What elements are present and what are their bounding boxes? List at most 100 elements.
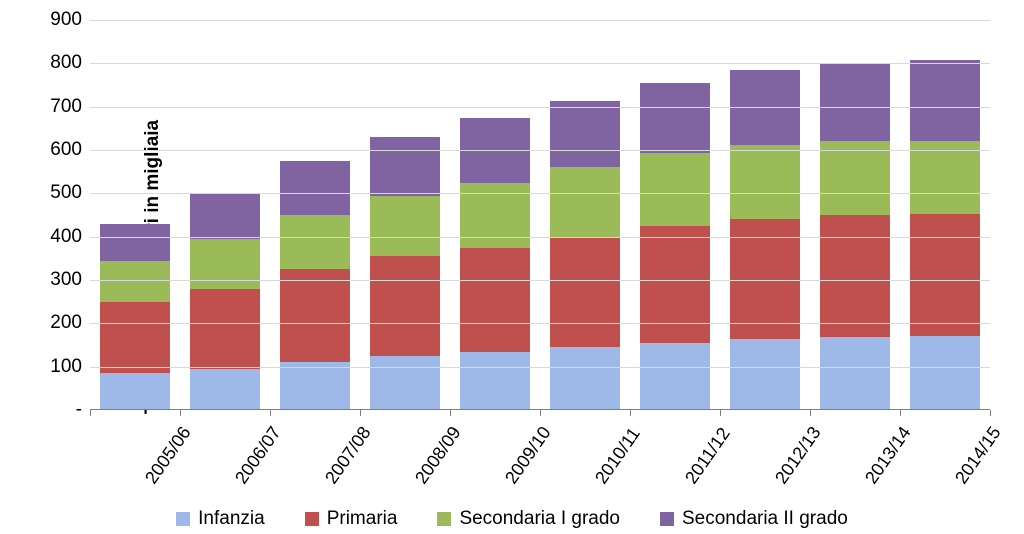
legend-label: Secondaria II grado xyxy=(682,508,848,530)
gridline xyxy=(90,193,990,194)
bar-segment-secondaria-i-grado xyxy=(370,196,440,257)
bar-column xyxy=(190,193,260,410)
bar-segment-primaria xyxy=(460,248,530,352)
plot-area: -100200300400500600700800900 xyxy=(90,20,990,410)
bar-segment-primaria xyxy=(100,302,170,374)
bar-segment-secondaria-ii-grado xyxy=(910,60,980,141)
bar-segment-secondaria-i-grado xyxy=(280,215,350,269)
gridline xyxy=(90,367,990,368)
x-tick-label: 2007/08 xyxy=(321,423,376,488)
x-tick-label: 2011/12 xyxy=(681,424,735,488)
x-tick xyxy=(90,410,91,416)
bar-segment-secondaria-i-grado xyxy=(190,239,260,289)
x-tick-label: 2008/09 xyxy=(411,423,466,488)
gridline xyxy=(90,20,990,21)
bar-segment-infanzia xyxy=(370,356,440,410)
bar-segment-secondaria-i-grado xyxy=(730,145,800,220)
bar-segment-secondaria-ii-grado xyxy=(370,137,440,196)
x-tick-label: 2010/11 xyxy=(591,424,645,488)
bar-column xyxy=(550,101,620,410)
x-tick-label: 2005/06 xyxy=(141,423,196,488)
bar-segment-primaria xyxy=(550,237,620,348)
bar-segment-infanzia xyxy=(190,369,260,410)
bar-segment-secondaria-i-grado xyxy=(640,153,710,226)
bar-segment-secondaria-ii-grado xyxy=(550,101,620,167)
y-tick-label: 800 xyxy=(50,52,90,74)
bar-segment-primaria xyxy=(910,214,980,337)
bar-segment-secondaria-ii-grado xyxy=(640,83,710,153)
y-tick-label: 100 xyxy=(50,356,90,378)
y-tick-label: 900 xyxy=(50,9,90,31)
bar-segment-infanzia xyxy=(910,336,980,410)
y-tick-label: 400 xyxy=(50,226,90,248)
bar-segment-secondaria-ii-grado xyxy=(190,193,260,239)
x-tick-label: 2012/13 xyxy=(771,423,826,488)
chart-container: Totale alunni stranieri in migliaia -100… xyxy=(0,0,1024,534)
bar-segment-secondaria-i-grado xyxy=(460,183,530,248)
legend-swatch xyxy=(660,512,674,526)
bar-segment-primaria xyxy=(280,269,350,362)
bar-segment-infanzia xyxy=(460,352,530,411)
legend-label: Primaria xyxy=(327,508,398,530)
legend-item: Infanzia xyxy=(176,508,265,530)
bar-segment-infanzia xyxy=(100,373,170,410)
bar-segment-primaria xyxy=(820,215,890,337)
gridline xyxy=(90,150,990,151)
bars-group xyxy=(90,20,990,410)
bar-segment-secondaria-ii-grado xyxy=(280,161,350,215)
gridline xyxy=(90,107,990,108)
x-tick xyxy=(450,410,451,416)
x-tick-label: 2013/14 xyxy=(861,423,916,488)
x-tick xyxy=(360,410,361,416)
x-tick xyxy=(900,410,901,416)
y-tick-label: 200 xyxy=(50,312,90,334)
bar-segment-infanzia xyxy=(640,343,710,410)
x-tick xyxy=(270,410,271,416)
legend: Infanzia Primaria Secondaria I grado Second… xyxy=(0,508,1024,530)
bar-column xyxy=(280,161,350,410)
bar-segment-secondaria-i-grado xyxy=(100,261,170,302)
bar-segment-primaria xyxy=(640,226,710,343)
bar-column xyxy=(370,137,440,410)
legend-label: Infanzia xyxy=(198,508,265,530)
x-tick xyxy=(810,410,811,416)
x-tick-label: 2009/10 xyxy=(501,423,556,488)
bar-segment-infanzia xyxy=(730,339,800,410)
bar-column xyxy=(910,60,980,410)
bar-segment-primaria xyxy=(190,289,260,369)
legend-label: Secondaria I grado xyxy=(459,508,620,530)
legend-item: Primaria xyxy=(305,508,398,530)
y-tick-label: 500 xyxy=(50,182,90,204)
bar-segment-secondaria-i-grado xyxy=(550,167,620,236)
y-tick-label: 700 xyxy=(50,96,90,118)
legend-swatch xyxy=(176,512,190,526)
y-tick-label: 600 xyxy=(50,139,90,161)
x-tick xyxy=(990,410,991,416)
bar-segment-infanzia xyxy=(820,337,890,410)
legend-swatch xyxy=(305,512,319,526)
bar-segment-primaria xyxy=(370,256,440,356)
legend-swatch xyxy=(437,512,451,526)
legend-item: Secondaria II grado xyxy=(660,508,848,530)
gridline xyxy=(90,63,990,64)
gridline xyxy=(90,237,990,238)
y-tick-label: 300 xyxy=(50,269,90,291)
x-tick xyxy=(540,410,541,416)
bar-segment-infanzia xyxy=(550,347,620,410)
bar-segment-secondaria-ii-grado xyxy=(100,224,170,261)
bar-segment-secondaria-i-grado xyxy=(910,141,980,214)
y-tick-label: - xyxy=(76,399,90,421)
x-tick-label: 2014/15 xyxy=(951,423,1006,488)
x-tick xyxy=(720,410,721,416)
gridline xyxy=(90,280,990,281)
x-tick xyxy=(630,410,631,416)
legend-item: Secondaria I grado xyxy=(437,508,620,530)
bar-column xyxy=(640,83,710,410)
bar-segment-secondaria-ii-grado xyxy=(820,63,890,142)
bar-segment-secondaria-i-grado xyxy=(820,141,890,215)
x-tick xyxy=(180,410,181,416)
x-axis-labels: 2005/06 2006/07 2007/08 2008/09 2009/10 2010/… xyxy=(90,420,990,490)
gridline xyxy=(90,323,990,324)
bar-column xyxy=(100,224,170,410)
x-tick-label: 2006/07 xyxy=(231,423,286,488)
